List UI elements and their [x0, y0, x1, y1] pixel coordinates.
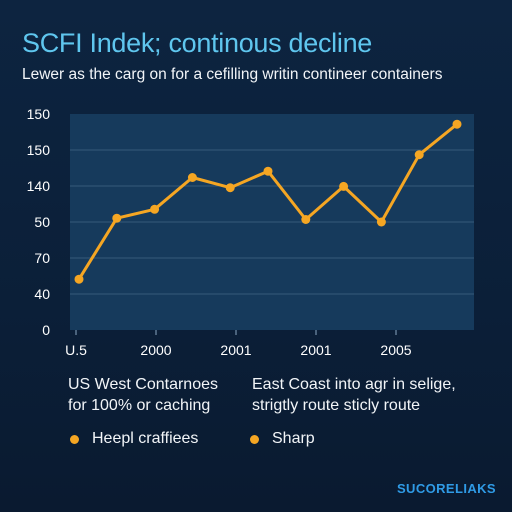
data-point: [225, 183, 235, 193]
data-point: [74, 274, 84, 284]
chart-subtitle: Lewer as the carg on for a cefilling wri…: [22, 66, 443, 83]
data-point: [150, 204, 160, 214]
y-tick-label: 70: [34, 250, 50, 266]
data-point: [339, 181, 349, 191]
y-tick-label: 50: [34, 214, 50, 230]
legend-label-1: Heepl craffiees: [92, 430, 199, 447]
legend-marker-1: [70, 434, 79, 444]
legend-marker-2: [250, 434, 259, 444]
note-right: East Coast into agr in selige, strigtly …: [252, 374, 456, 416]
x-tick-label: U.5: [65, 342, 87, 358]
x-tick-label: 2001: [220, 342, 251, 358]
x-tick-label: 2005: [380, 342, 411, 358]
data-point: [263, 166, 273, 176]
y-tick-label: 0: [42, 322, 50, 338]
note-left-line-1: US West Contarnoes: [68, 376, 218, 393]
data-point: [112, 213, 122, 223]
data-point: [414, 150, 424, 160]
note-right-line-2: strigtly route sticly route: [252, 397, 421, 414]
data-point: [452, 119, 462, 129]
data-point: [376, 217, 386, 227]
y-tick-label: 150: [27, 142, 51, 158]
note-left-line-2: for 100% or caching: [68, 397, 211, 414]
note-right-line-1: East Coast into agr in selige,: [252, 376, 456, 393]
legend-label-2: Sharp: [272, 430, 315, 447]
legend-item-2: Sharp: [250, 430, 315, 448]
brand-logo-text: SUCORELIAKS: [396, 481, 496, 496]
y-tick-label: 40: [34, 286, 50, 302]
legend-item-1: Heepl craffiees: [70, 430, 198, 448]
y-tick-label: 150: [27, 106, 51, 122]
x-tick-label: 2001: [300, 342, 331, 358]
chart-title: SCFI Indek; continous decline: [22, 28, 372, 58]
y-tick-label: 140: [27, 178, 51, 194]
data-point: [301, 215, 311, 224]
note-left: US West Contarnoes for 100% or caching: [68, 374, 218, 416]
data-point: [187, 173, 197, 182]
x-tick-label: 2000: [140, 342, 171, 358]
